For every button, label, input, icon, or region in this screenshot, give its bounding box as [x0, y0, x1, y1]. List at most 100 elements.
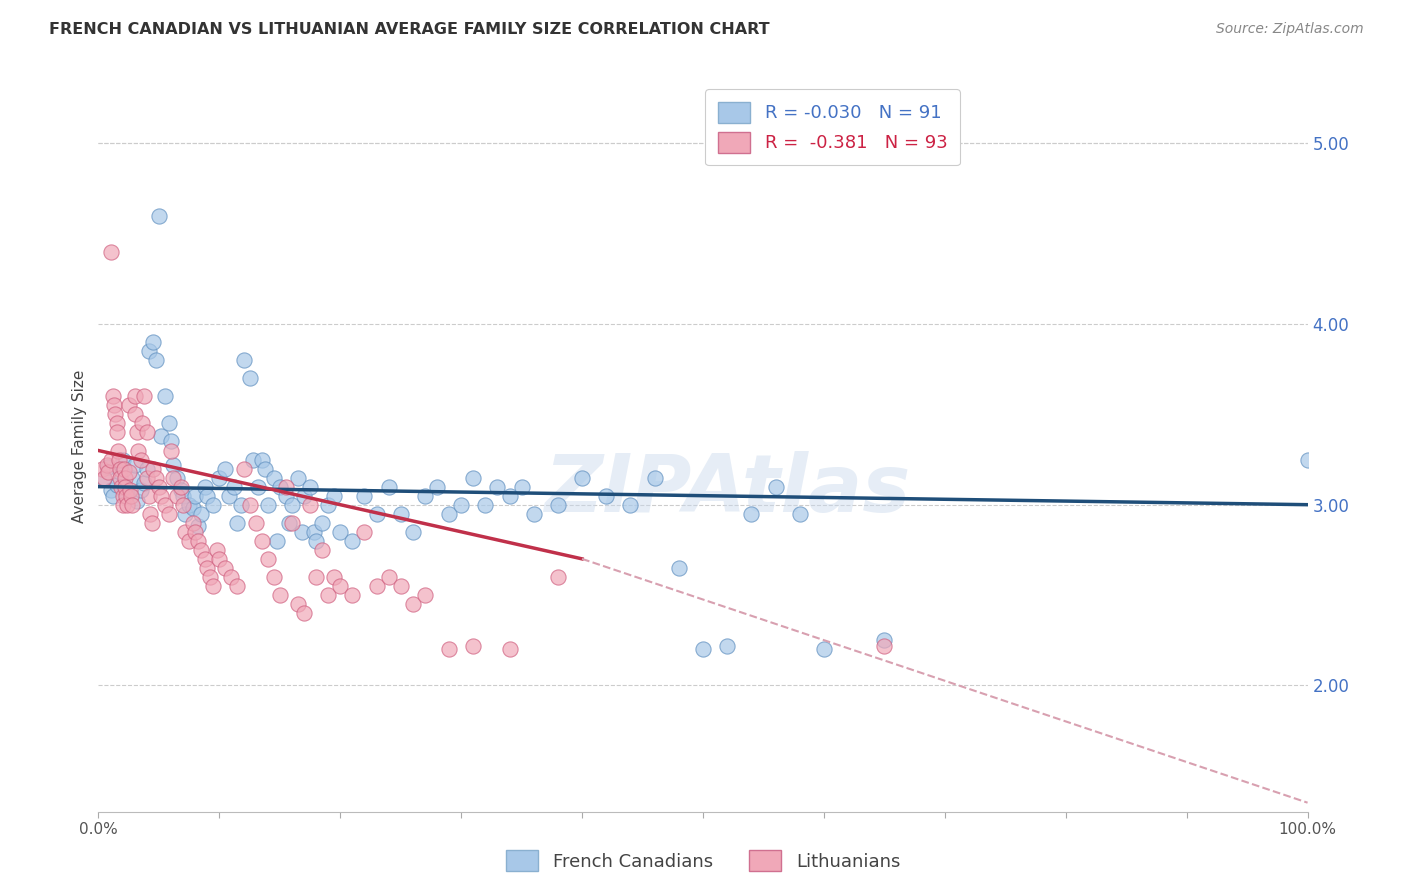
- Point: [263, 470, 285, 484]
- Point: [765, 480, 787, 494]
- Point: [169, 483, 191, 498]
- Point: [108, 452, 131, 467]
- Point: [118, 398, 141, 412]
- Point: [114, 470, 136, 484]
- Point: [281, 516, 304, 530]
- Point: [263, 570, 285, 584]
- Point: [190, 542, 212, 557]
- Point: [214, 461, 236, 475]
- Point: [292, 606, 315, 620]
- Point: [302, 524, 325, 539]
- Point: [342, 533, 364, 548]
- Point: [353, 489, 375, 503]
- Point: [131, 417, 153, 431]
- Point: [181, 501, 204, 516]
- Point: [250, 452, 273, 467]
- Point: [232, 353, 254, 368]
- Point: [195, 561, 218, 575]
- Point: [232, 461, 254, 475]
- Point: [305, 533, 328, 548]
- Point: [100, 244, 122, 259]
- Point: [153, 498, 176, 512]
- Point: [389, 579, 412, 593]
- Point: [274, 480, 297, 494]
- Point: [389, 507, 412, 521]
- Point: [402, 524, 425, 539]
- Point: [342, 588, 364, 602]
- Point: [214, 561, 236, 575]
- Point: [107, 443, 129, 458]
- Point: [290, 524, 312, 539]
- Point: [402, 597, 425, 611]
- Text: ZIPAtlas: ZIPAtlas: [544, 450, 910, 529]
- Point: [323, 570, 346, 584]
- Point: [198, 570, 221, 584]
- Point: [353, 524, 375, 539]
- Point: [426, 480, 449, 494]
- Point: [134, 389, 156, 403]
- Point: [148, 480, 170, 494]
- Y-axis label: Average Family Size: Average Family Size: [72, 369, 87, 523]
- Point: [103, 398, 125, 412]
- Point: [413, 588, 436, 602]
- Point: [202, 498, 225, 512]
- Point: [117, 498, 139, 512]
- Point: [100, 483, 122, 498]
- Point: [377, 570, 399, 584]
- Point: [108, 470, 131, 484]
- Point: [366, 507, 388, 521]
- Point: [135, 425, 157, 440]
- Point: [571, 470, 593, 484]
- Point: [153, 389, 176, 403]
- Point: [281, 498, 304, 512]
- Point: [190, 507, 212, 521]
- Point: [91, 461, 114, 475]
- Point: [129, 452, 152, 467]
- Point: [873, 633, 896, 648]
- Point: [111, 452, 134, 467]
- Point: [104, 408, 127, 422]
- Point: [547, 570, 569, 584]
- Point: [311, 542, 333, 557]
- Point: [256, 498, 278, 512]
- Point: [595, 489, 617, 503]
- Point: [157, 417, 180, 431]
- Point: [813, 642, 835, 657]
- Point: [166, 489, 188, 503]
- Point: [108, 465, 131, 479]
- Point: [274, 489, 297, 503]
- Point: [105, 478, 128, 492]
- Point: [179, 498, 201, 512]
- Point: [256, 552, 278, 566]
- Point: [96, 458, 118, 472]
- Point: [184, 489, 207, 503]
- Point: [311, 516, 333, 530]
- Point: [366, 579, 388, 593]
- Point: [316, 588, 339, 602]
- Point: [245, 516, 267, 530]
- Point: [111, 498, 134, 512]
- Point: [124, 408, 146, 422]
- Point: [194, 552, 217, 566]
- Point: [873, 639, 896, 653]
- Point: [269, 480, 291, 494]
- Point: [716, 639, 738, 653]
- Point: [141, 516, 163, 530]
- Point: [377, 480, 399, 494]
- Point: [292, 489, 315, 503]
- Point: [437, 642, 460, 657]
- Point: [135, 470, 157, 484]
- Point: [118, 483, 141, 498]
- Point: [205, 542, 228, 557]
- Point: [121, 470, 143, 484]
- Point: [172, 498, 194, 512]
- Point: [105, 417, 128, 431]
- Point: [169, 480, 191, 494]
- Point: [121, 498, 143, 512]
- Point: [160, 434, 183, 449]
- Point: [208, 552, 231, 566]
- Point: [619, 498, 641, 512]
- Point: [157, 507, 180, 521]
- Point: [181, 516, 204, 530]
- Point: [498, 489, 520, 503]
